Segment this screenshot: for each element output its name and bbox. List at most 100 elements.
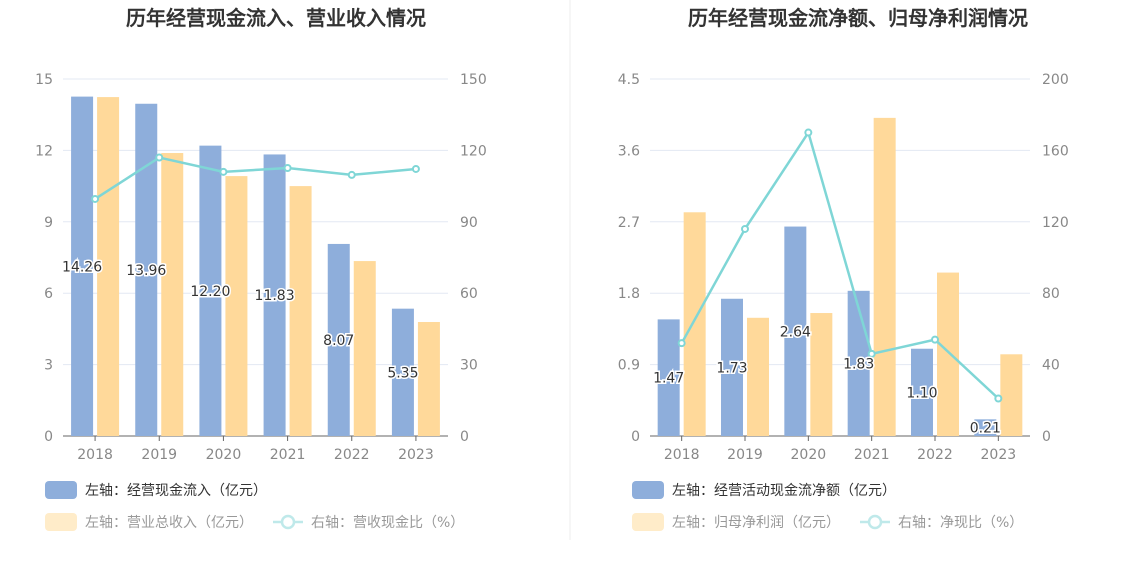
bar-data-label: 11.83 <box>255 288 295 304</box>
bar-blue <box>327 243 350 436</box>
x-tick-label: 2018 <box>664 447 700 463</box>
line-point <box>283 164 292 173</box>
y-left-tick-label: 2.7 <box>618 215 640 231</box>
bar-yellow <box>289 186 312 436</box>
bar-data-label: 1.73 <box>716 360 747 376</box>
line-point <box>741 224 749 233</box>
bar-blue <box>391 308 414 436</box>
bar-data-label: 13.96 <box>126 263 166 279</box>
legend-label: 右轴：净现比（%） <box>898 515 1023 531</box>
line-point <box>677 339 686 348</box>
chart-title: 历年经营现金流入、营业收入情况 <box>126 6 426 30</box>
line-point <box>155 153 164 162</box>
bar-data-label: 2.64 <box>780 324 811 340</box>
y-left-tick-label: 6 <box>44 286 53 302</box>
legend-label: 右轴：营收现金比（%） <box>311 515 464 531</box>
y-right-tick-label: 40 <box>1042 358 1060 374</box>
bar-yellow <box>683 212 706 436</box>
bar-blue <box>263 154 286 437</box>
chart-title: 历年经营现金流净额、归母净利润情况 <box>688 6 1028 30</box>
bar-yellow <box>747 317 769 436</box>
bar-blue <box>71 96 94 436</box>
x-tick-label: 2019 <box>727 447 763 463</box>
y-right-tick-label: 150 <box>460 72 487 88</box>
ratio-line <box>680 129 1000 400</box>
y-left-tick-label: 9 <box>44 215 53 231</box>
bar-blue <box>784 226 807 436</box>
bar-data-label: 5.35 <box>387 365 418 381</box>
y-right-tick-label: 120 <box>460 143 487 159</box>
x-tick-label: 2018 <box>77 447 113 463</box>
x-tick-label: 2022 <box>334 447 370 463</box>
legend-label: 左轴：经营现金流入（亿元） <box>85 483 267 499</box>
bar-data-label: 12.20 <box>190 284 230 300</box>
bar-yellow <box>810 313 833 436</box>
legend-swatch-yellow <box>45 513 77 531</box>
y-left-tick-label: 0 <box>44 429 53 445</box>
bar-yellow <box>937 272 959 436</box>
bar-data-label: 1.83 <box>843 356 874 372</box>
bar-data-label: 1.47 <box>653 371 684 387</box>
bar-data-label: 8.07 <box>323 333 354 349</box>
line-point <box>867 349 876 358</box>
line-point <box>219 167 228 176</box>
bar-blue <box>911 348 933 436</box>
y-right-tick-label: 60 <box>460 286 478 302</box>
bar-yellow <box>97 97 120 436</box>
x-tick-label: 2020 <box>206 447 242 463</box>
y-left-tick-label: 1.8 <box>618 286 640 302</box>
line-point <box>931 335 939 344</box>
y-right-tick-label: 80 <box>1042 286 1060 302</box>
x-tick-label: 2023 <box>981 447 1017 463</box>
legend-label: 左轴：营业总收入（亿元） <box>85 515 253 531</box>
line-point <box>347 170 356 179</box>
bar-yellow <box>225 176 248 436</box>
x-tick-label: 2019 <box>141 447 177 463</box>
bar-yellow <box>873 117 896 436</box>
y-left-tick-label: 0 <box>631 429 640 445</box>
bar-yellow <box>353 261 376 436</box>
bar-yellow <box>161 153 184 436</box>
legend-label: 左轴：归母净利润（亿元） <box>672 514 840 531</box>
bar-data-label: 14.26 <box>62 259 102 275</box>
line-point <box>411 164 420 173</box>
legend-swatch-blue <box>45 481 77 499</box>
legend-swatch-yellow <box>632 513 664 531</box>
y-right-tick-label: 90 <box>460 215 478 231</box>
y-left-tick-label: 12 <box>35 143 53 159</box>
bar-data-label: 0.21 <box>970 421 1001 437</box>
bar-blue <box>657 319 680 436</box>
y-left-tick-label: 3.6 <box>618 143 640 159</box>
x-tick-label: 2023 <box>398 447 434 463</box>
legend-line-icon <box>867 514 883 530</box>
y-left-tick-label: 3 <box>44 358 53 374</box>
bar-yellow <box>417 321 440 436</box>
y-right-tick-label: 200 <box>1042 72 1069 88</box>
y-right-tick-label: 160 <box>1042 143 1069 159</box>
bar-blue <box>199 145 222 436</box>
bar-blue <box>974 419 997 436</box>
legend-label: 左轴：经营活动现金流净额（亿元） <box>672 483 896 499</box>
bar-blue <box>135 103 158 436</box>
y-left-tick-label: 4.5 <box>618 72 640 88</box>
y-left-tick-label: 15 <box>35 72 53 88</box>
legend-line-icon <box>280 514 296 530</box>
x-tick-label: 2020 <box>791 447 827 463</box>
x-tick-label: 2021 <box>270 447 306 463</box>
y-right-tick-label: 30 <box>460 358 478 374</box>
y-right-tick-label: 120 <box>1042 215 1069 231</box>
bar-data-label: 1.10 <box>906 385 937 401</box>
x-tick-label: 2022 <box>917 447 953 463</box>
line-point <box>994 394 1003 403</box>
x-tick-label: 2021 <box>854 447 890 463</box>
y-right-tick-label: 0 <box>1042 429 1051 445</box>
y-left-tick-label: 0.9 <box>618 358 640 374</box>
line-point <box>804 128 813 137</box>
line-point <box>91 194 100 203</box>
bar-blue <box>721 298 743 436</box>
legend-swatch-blue <box>632 481 664 499</box>
y-right-tick-label: 0 <box>460 429 469 445</box>
ratio-line <box>94 156 417 201</box>
